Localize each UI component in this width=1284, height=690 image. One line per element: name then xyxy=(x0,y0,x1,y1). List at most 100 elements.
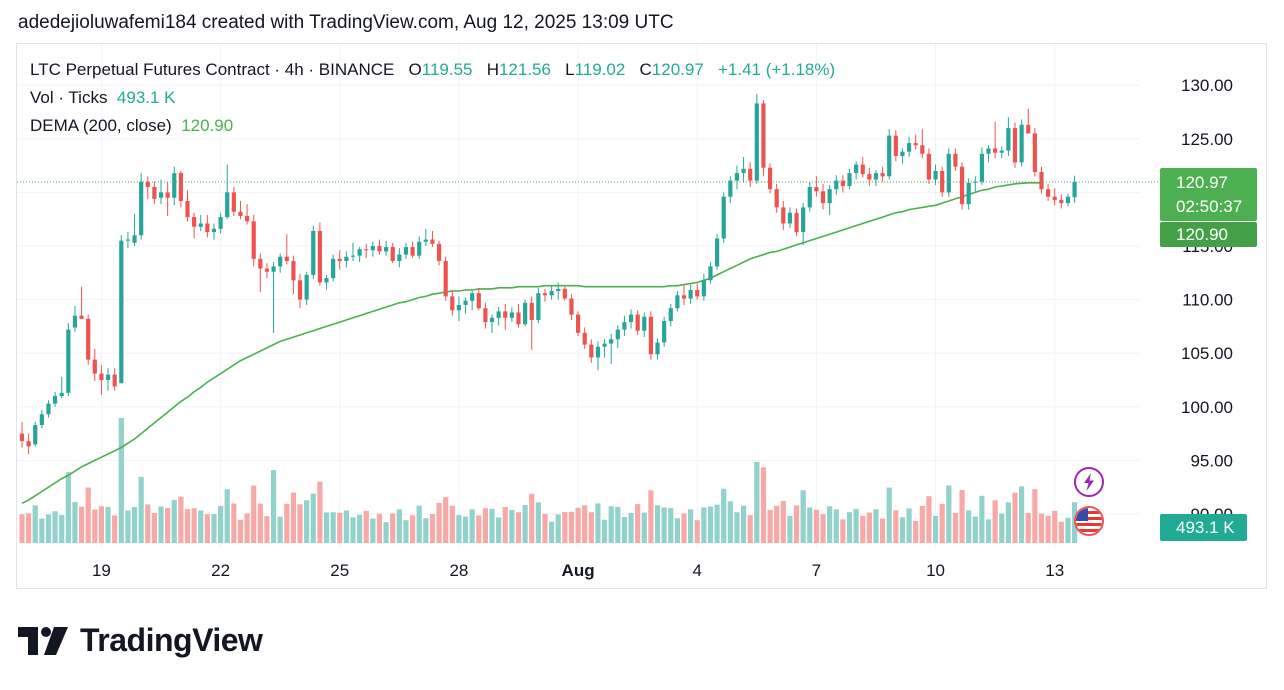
candle-body xyxy=(350,255,356,257)
candle-body xyxy=(192,217,197,227)
candle-body xyxy=(642,316,647,331)
volume-bar xyxy=(65,472,71,543)
volume-bar xyxy=(529,493,535,543)
candle-body xyxy=(648,316,653,355)
volume-bar xyxy=(138,476,144,543)
candle-body xyxy=(681,295,687,299)
candle-body xyxy=(1059,199,1064,204)
volume-bar xyxy=(297,504,303,543)
candle-body xyxy=(609,339,614,344)
volume-bar xyxy=(754,461,760,543)
volume-bar xyxy=(231,503,237,543)
volume-bar xyxy=(820,514,826,543)
volume-bar xyxy=(654,505,661,543)
candle-body xyxy=(483,308,488,323)
volume-bar xyxy=(985,519,992,543)
candle-body xyxy=(251,221,256,259)
time-axis: 19 22 25 28 Aug 4 7 10 13 xyxy=(92,561,1064,580)
candle-body xyxy=(986,148,991,154)
x-tick-label: 22 xyxy=(211,561,230,580)
candle-body xyxy=(715,238,720,267)
volume-bar xyxy=(304,500,310,543)
volume-bar xyxy=(52,511,58,543)
volume-bar xyxy=(939,503,945,543)
volume-bar xyxy=(85,487,91,543)
tradingview-logo[interactable]: TradingView xyxy=(18,622,263,659)
volume-bar xyxy=(191,508,197,543)
candle-body xyxy=(158,192,164,198)
volume-bar xyxy=(118,418,124,543)
volume-bar xyxy=(363,510,369,543)
y-tick-label: 110.00 xyxy=(1182,291,1233,310)
volume-bar xyxy=(853,508,859,543)
candle-body xyxy=(377,246,382,252)
volume-bar xyxy=(270,470,277,543)
candle-body xyxy=(509,312,514,318)
volume-bar xyxy=(661,507,667,543)
volume-bar xyxy=(588,512,594,543)
candle-body xyxy=(516,312,521,325)
candle-body xyxy=(549,291,554,296)
candle-body xyxy=(370,246,375,251)
countdown-text: 02:50:37 xyxy=(1176,197,1243,216)
candle-body xyxy=(774,189,779,208)
candle-body xyxy=(662,321,667,343)
volume-bar xyxy=(145,504,151,543)
candle-body xyxy=(403,247,409,255)
candle-body xyxy=(615,329,620,340)
volume-bar xyxy=(1058,521,1064,543)
y-tick-label: 95.00 xyxy=(1190,451,1233,470)
candle-body xyxy=(119,240,124,384)
candle-body xyxy=(569,298,574,315)
volume-bar xyxy=(608,506,614,543)
volume-bar xyxy=(893,510,899,543)
volume-bar xyxy=(237,519,244,543)
volume-bar xyxy=(489,508,495,543)
candle-body xyxy=(443,261,448,297)
candle-body xyxy=(66,329,71,393)
candle-body xyxy=(218,217,223,229)
volume-bar xyxy=(429,514,436,543)
candle-body xyxy=(59,392,64,397)
candle-body xyxy=(1026,124,1031,134)
volume-bar xyxy=(522,504,528,543)
candle-body xyxy=(834,180,839,190)
y-tick-label: 100.00 xyxy=(1181,398,1233,417)
volume-bar xyxy=(926,496,932,543)
candle-body xyxy=(913,143,918,146)
volume-bar xyxy=(370,518,376,543)
volume-bar xyxy=(218,506,224,543)
candle-body xyxy=(397,254,402,262)
candle-body xyxy=(529,302,534,320)
candle-body xyxy=(595,346,601,358)
volume-bar xyxy=(264,516,270,543)
candle-body xyxy=(430,239,435,244)
lightning-icon[interactable] xyxy=(1074,467,1104,497)
candle-body xyxy=(688,289,693,299)
volume-bar xyxy=(125,510,131,543)
volume-bar xyxy=(721,488,727,543)
candle-body xyxy=(787,212,793,224)
volume-bar xyxy=(787,515,793,543)
volume-bar xyxy=(827,506,833,543)
volume-bar xyxy=(628,512,634,543)
dema-path xyxy=(21,182,1042,505)
last-price-text: 120.97 xyxy=(1176,173,1228,192)
candle-body xyxy=(741,168,746,174)
candle-body xyxy=(105,374,111,380)
volume-bar xyxy=(376,513,383,543)
candle-body xyxy=(503,311,508,318)
volume-bar xyxy=(688,509,694,543)
volume-bar xyxy=(509,510,515,543)
volume-bar xyxy=(251,485,257,543)
volume-bar xyxy=(1019,486,1025,543)
chart-header: adedejioluwafemi184 created with Trading… xyxy=(18,12,674,33)
volume-bar xyxy=(674,518,680,543)
candle-body xyxy=(496,311,501,318)
chart-frame xyxy=(16,43,1267,589)
volume-bar xyxy=(131,507,138,543)
low-value: 119.02 xyxy=(574,60,626,79)
us-flag-icon[interactable] xyxy=(1074,506,1104,536)
volume-bar xyxy=(681,513,687,543)
